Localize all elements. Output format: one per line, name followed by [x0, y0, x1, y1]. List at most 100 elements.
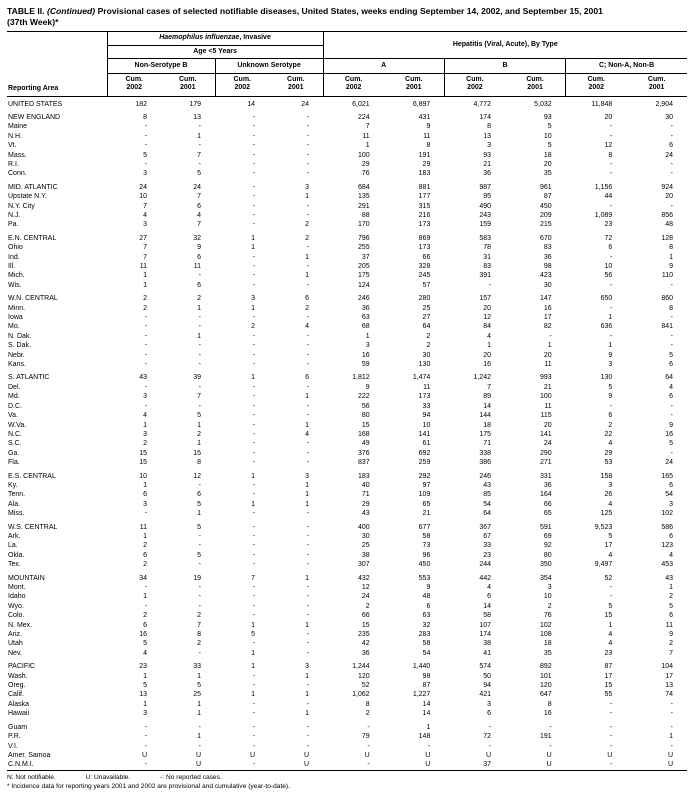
value-cell: - [306, 402, 310, 410]
value-cell: 8 [365, 700, 370, 708]
value-cell: 52 [604, 574, 613, 582]
value-cell: 450 [539, 202, 552, 210]
value-cell: 3 [143, 393, 147, 401]
table-row: P.R. - 1 - - 79 148 72 191 - 1 [7, 732, 687, 741]
value-cell: 1 [305, 710, 310, 718]
value-cell: 66 [543, 500, 552, 508]
value-cell: 5 [669, 440, 673, 448]
table-row: Calif. 13 25 1 1 1,062 1,227 421 647 55 74 [7, 690, 687, 699]
value-cell: 4 [487, 584, 491, 591]
table-row: Colo. 2 2 - - 66 63 58 76 15 6 [7, 611, 687, 620]
value-cell: 1 [143, 672, 147, 680]
value-cell: 26 [604, 491, 613, 499]
value-cell: 1 [251, 472, 255, 480]
table-row: MID. ATLANTIC 24 24 - 3 684 881 987 961 1,156 924 [7, 183, 687, 192]
value-cell: 168 [358, 430, 370, 438]
value-cell: 856 [661, 211, 673, 219]
value-cell: - [306, 723, 310, 731]
reporting-area-cell: Mo. [8, 323, 20, 331]
value-cell: - [198, 383, 201, 391]
value-cell: 9 [426, 584, 431, 591]
reporting-area-cell: Oreg. [8, 682, 26, 690]
value-cell: 32 [193, 234, 201, 242]
value-cell: - [306, 733, 310, 741]
value-cell: - [252, 459, 255, 467]
table-row: N.H. - 1 - - 11 11 13 10 - - [7, 132, 687, 141]
value-cell: 69 [543, 532, 552, 540]
value-cell: - [367, 761, 370, 769]
value-cell: 173 [418, 221, 431, 229]
value-cell: 98 [543, 263, 552, 270]
reporting-area-cell: S. Dak. [8, 342, 31, 350]
value-cell: 354 [539, 574, 552, 582]
value-cell: 53 [604, 459, 613, 467]
value-cell: - [252, 412, 255, 420]
value-cell: 6 [608, 412, 613, 420]
value-cell: 66 [361, 612, 370, 620]
value-cell: 16 [543, 304, 552, 312]
value-cell: 3 [251, 295, 255, 303]
value-cell: 8 [547, 700, 552, 708]
value-cell: 174 [479, 113, 491, 121]
value-cell: - [306, 412, 310, 420]
reporting-area-cell: C.N.M.I. [8, 761, 34, 769]
value-cell: 4 [608, 631, 613, 639]
cum-year-header: Cum. 2002 [215, 73, 269, 97]
reporting-area-cell: Va. [8, 412, 18, 420]
value-cell: - [198, 402, 201, 410]
value-cell: 1 [669, 733, 673, 741]
value-cell: 120 [358, 672, 370, 680]
value-cell: - [252, 612, 255, 620]
value-cell: 18 [543, 151, 552, 159]
value-cell: - [252, 351, 255, 359]
value-cell: 8 [608, 151, 613, 159]
value-cell: - [144, 402, 147, 410]
reporting-area-cell: Ind. [8, 253, 20, 261]
value-cell: - [549, 723, 552, 731]
value-cell: 174 [479, 631, 491, 639]
table-row: Tenn. 6 6 - 1 71 109 85 164 26 54 [7, 490, 687, 499]
value-cell: - [198, 649, 201, 657]
value-cell: 869 [418, 234, 431, 242]
value-cell: 1,812 [352, 374, 370, 382]
value-cell: 100 [539, 393, 552, 401]
value-cell: 63 [361, 314, 370, 322]
value-cell: 1,089 [594, 211, 613, 219]
value-cell: - [252, 183, 255, 191]
value-cell: 860 [661, 295, 673, 303]
value-cell: 6,021 [352, 100, 370, 108]
value-cell: - [306, 132, 310, 140]
value-cell: 5,032 [534, 100, 552, 108]
reporting-area-cell: N.J. [8, 211, 21, 219]
value-cell: 376 [358, 449, 370, 457]
value-cell: - [609, 700, 613, 708]
value-cell: 120 [539, 682, 552, 690]
value-cell: 141 [539, 430, 552, 438]
table-row: N.C. 3 2 - 4 168 141 175 141 22 16 [7, 430, 687, 439]
reporting-area-cell: Iowa [8, 314, 23, 322]
value-cell: 1 [143, 421, 147, 429]
value-cell: 15 [604, 612, 613, 620]
value-cell: 158 [600, 472, 613, 480]
value-cell: 1 [305, 481, 310, 489]
value-cell: 432 [358, 574, 370, 582]
value-cell: 25 [193, 691, 201, 699]
value-cell: 2 [197, 430, 201, 438]
table-row: Ariz. 16 8 5 - 235 283 174 108 4 9 [7, 630, 687, 639]
value-cell: 9 [669, 631, 673, 639]
value-cell: 20 [483, 351, 491, 359]
age-header-row: Age <5 Years [7, 45, 687, 59]
value-cell: U [667, 751, 673, 759]
value-cell: 25 [422, 304, 431, 312]
value-cell: 1,242 [473, 374, 491, 382]
value-cell: 453 [661, 561, 673, 569]
reporting-area-cell: Ky. [8, 481, 18, 489]
value-cell: 636 [600, 323, 613, 331]
table-row: Oreg. 5 5 - - 52 87 94 120 15 13 [7, 681, 687, 690]
value-cell: - [198, 361, 201, 369]
value-cell: 183 [418, 170, 431, 178]
value-cell: - [252, 253, 255, 261]
value-cell: 1 [197, 733, 201, 741]
value-cell: 2 [426, 342, 431, 350]
value-cell: 6 [197, 202, 201, 210]
